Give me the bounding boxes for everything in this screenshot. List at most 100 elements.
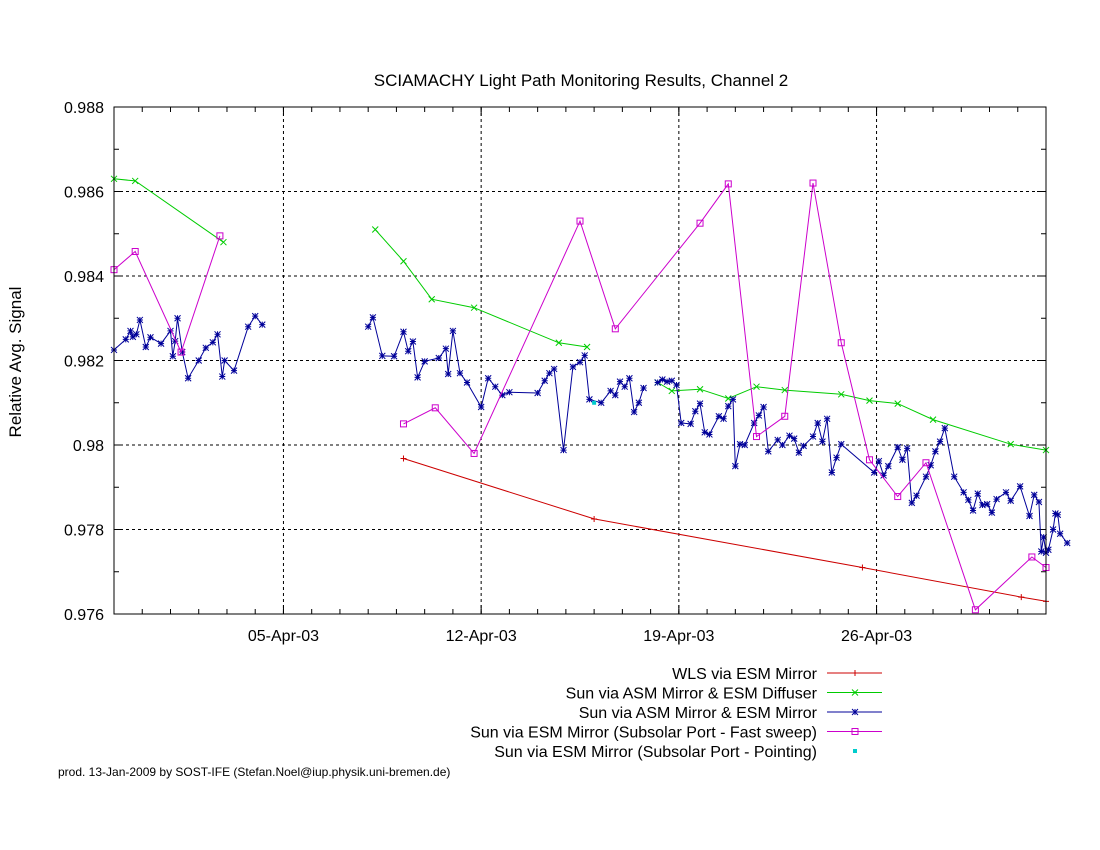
square-marker — [724, 180, 732, 188]
star-marker — [1063, 539, 1071, 547]
star-marker — [442, 345, 450, 353]
star-marker — [435, 354, 443, 362]
star-marker — [913, 492, 920, 500]
legend-label: Sun via ESM Mirror (Subsolar Port - Poin… — [494, 744, 817, 761]
star-marker — [960, 488, 967, 496]
square-marker — [470, 449, 478, 457]
square-marker — [753, 433, 761, 441]
star-marker — [663, 378, 671, 385]
star-marker — [696, 400, 704, 407]
star-marker — [790, 435, 798, 443]
legend: WLS via ESM Mirror Sun via ASM Mirror & E… — [470, 666, 882, 761]
x-marker — [220, 238, 227, 246]
x-marker — [555, 339, 563, 347]
square-marker — [611, 325, 619, 333]
star-marker — [755, 412, 763, 419]
star-marker — [414, 374, 421, 381]
legend-label: WLS via ESM Mirror — [672, 666, 818, 683]
plot-frame — [113, 106, 1047, 615]
star-marker — [178, 348, 186, 356]
star-marker — [899, 456, 906, 464]
square-marker — [399, 420, 407, 428]
x-marker — [696, 385, 704, 393]
star-marker — [477, 403, 485, 411]
square-marker — [216, 232, 224, 240]
square-marker — [971, 606, 979, 614]
plus-marker — [852, 670, 858, 676]
series-1 — [400, 455, 1049, 605]
star-marker — [122, 336, 130, 343]
star-marker — [837, 440, 845, 448]
star-marker — [927, 461, 935, 469]
square-marker — [837, 339, 845, 347]
star-marker — [1016, 483, 1024, 490]
star-marker — [534, 389, 541, 397]
star-marker — [1049, 526, 1057, 533]
star-marker — [786, 432, 793, 440]
square-marker — [809, 179, 817, 187]
star-marker — [894, 443, 902, 451]
y-tick-label: 0.976 — [64, 607, 104, 624]
star-marker — [157, 340, 165, 347]
star-marker — [1056, 530, 1064, 538]
star-marker — [635, 399, 643, 407]
star-marker — [673, 381, 680, 389]
x-marker — [1007, 440, 1015, 448]
x-marker — [866, 397, 873, 404]
series-line — [403, 182, 1047, 611]
square-marker — [851, 728, 859, 735]
star-marker — [1040, 533, 1048, 541]
x-marker — [131, 177, 139, 185]
star-marker — [444, 370, 452, 378]
star-marker — [908, 499, 916, 507]
star-marker — [195, 357, 203, 364]
star-marker — [1035, 498, 1043, 506]
star-marker — [586, 396, 593, 403]
star-marker — [616, 378, 624, 385]
series-line — [113, 178, 224, 243]
star-marker — [400, 328, 407, 336]
legend-label: Sun via ESM Mirror (Subsolar Port - Fast… — [470, 725, 817, 742]
star-marker — [546, 369, 553, 377]
star-marker — [983, 500, 991, 508]
star-marker — [903, 445, 911, 452]
star-marker — [729, 396, 737, 403]
star-marker — [741, 441, 749, 449]
star-marker — [611, 391, 619, 399]
star-marker — [922, 473, 930, 481]
star-marker — [569, 363, 577, 371]
star-marker — [814, 419, 822, 427]
legend-label: Sun via ASM Mirror & ESM Diffuser — [566, 686, 818, 703]
chart-title: SCIAMACHY Light Path Monitoring Results,… — [374, 71, 789, 90]
star-marker — [214, 330, 221, 338]
star-marker — [209, 338, 217, 346]
star-marker — [369, 314, 377, 321]
star-marker — [184, 374, 192, 382]
star-marker — [174, 314, 181, 322]
star-marker — [654, 379, 662, 386]
x-marker — [428, 295, 436, 303]
star-marker — [607, 387, 614, 395]
star-marker — [581, 352, 589, 359]
star-marker — [884, 462, 892, 470]
star-marker — [875, 457, 883, 465]
star-marker — [932, 447, 939, 455]
x-marker — [851, 689, 859, 696]
star-marker — [774, 436, 782, 444]
x-tick-label: 05-Apr-03 — [248, 628, 319, 645]
star-marker — [833, 454, 840, 462]
plus-marker — [591, 515, 598, 522]
star-marker — [576, 358, 584, 366]
x-marker — [781, 386, 789, 394]
star-marker — [147, 333, 154, 341]
y-tick-label: 0.986 — [64, 185, 104, 202]
star-marker — [795, 449, 803, 456]
star-marker — [1054, 511, 1062, 519]
star-marker — [251, 312, 259, 320]
square-marker — [894, 493, 902, 501]
star-marker — [760, 403, 767, 411]
star-marker — [221, 357, 228, 364]
star-marker — [851, 708, 859, 716]
star-marker — [659, 376, 666, 383]
